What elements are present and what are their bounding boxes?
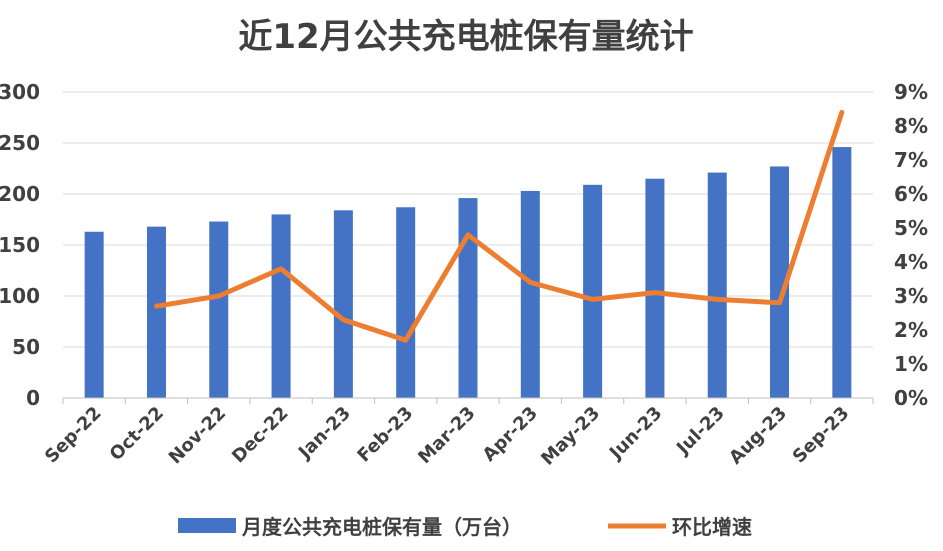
bar (583, 184, 603, 398)
legend-line-label: 环比增速 (672, 515, 752, 539)
bar (770, 166, 790, 398)
legend: 月度公共充电桩保有量（万台） 环比增速 (178, 515, 752, 539)
y-right-tick-label: 7% (894, 148, 928, 172)
chart-title: 近12月公共充电桩保有量统计 (238, 17, 693, 57)
bar (707, 172, 727, 398)
bar (396, 207, 416, 398)
x-tick-label: Jul-23 (671, 403, 728, 460)
y-left-tick-label: 50 (12, 335, 40, 359)
bar (520, 190, 540, 398)
bar (458, 198, 478, 398)
x-tick-label: Jan-23 (293, 403, 355, 465)
y-right-tick-label: 2% (894, 318, 928, 342)
x-tick-label: Jun-23 (604, 403, 666, 465)
x-tick-label: Nov-22 (165, 403, 231, 469)
x-tick-label: Apr-23 (479, 403, 542, 466)
legend-bar-swatch (178, 518, 236, 533)
y-left-tick-label: 200 (0, 182, 40, 206)
x-tick-label: May-23 (537, 403, 604, 470)
x-tick-label: Sep-23 (789, 403, 854, 468)
x-tick-label: Oct-22 (106, 403, 168, 465)
bar (832, 147, 852, 398)
x-tick-label: Sep-22 (41, 403, 106, 468)
y-right-tick-label: 0% (894, 386, 928, 410)
bar (333, 210, 353, 398)
y-right-tick-label: 8% (894, 114, 928, 138)
legend-bar-label: 月度公共充电桩保有量（万台） (241, 515, 522, 539)
y-left-tick-label: 150 (0, 233, 40, 257)
bar (84, 231, 104, 398)
line-series (153, 109, 845, 343)
y-left-tick-label: 0 (26, 386, 40, 410)
bar (271, 214, 291, 398)
growth-line (153, 109, 845, 343)
bar (645, 178, 665, 398)
bar (146, 226, 166, 398)
x-tick-label: Mar-23 (414, 403, 479, 468)
y-right-tick-label: 1% (894, 352, 928, 376)
y-right-tick-label: 3% (894, 284, 928, 308)
y-left-tick-label: 250 (0, 131, 40, 155)
bar (209, 221, 229, 398)
x-tick-label: Dec-22 (228, 403, 293, 468)
y-right-tick-label: 4% (894, 250, 928, 274)
x-tick-label: Feb-23 (353, 403, 417, 467)
y-right-tick-label: 6% (894, 182, 928, 206)
y-right-tick-label: 5% (894, 216, 928, 240)
y-left-tick-label: 100 (0, 284, 40, 308)
bar-series (84, 147, 852, 398)
x-tick-label: Aug-23 (725, 403, 791, 469)
y-right-tick-label: 9% (894, 80, 928, 104)
y-left-tick-label: 300 (0, 80, 40, 104)
